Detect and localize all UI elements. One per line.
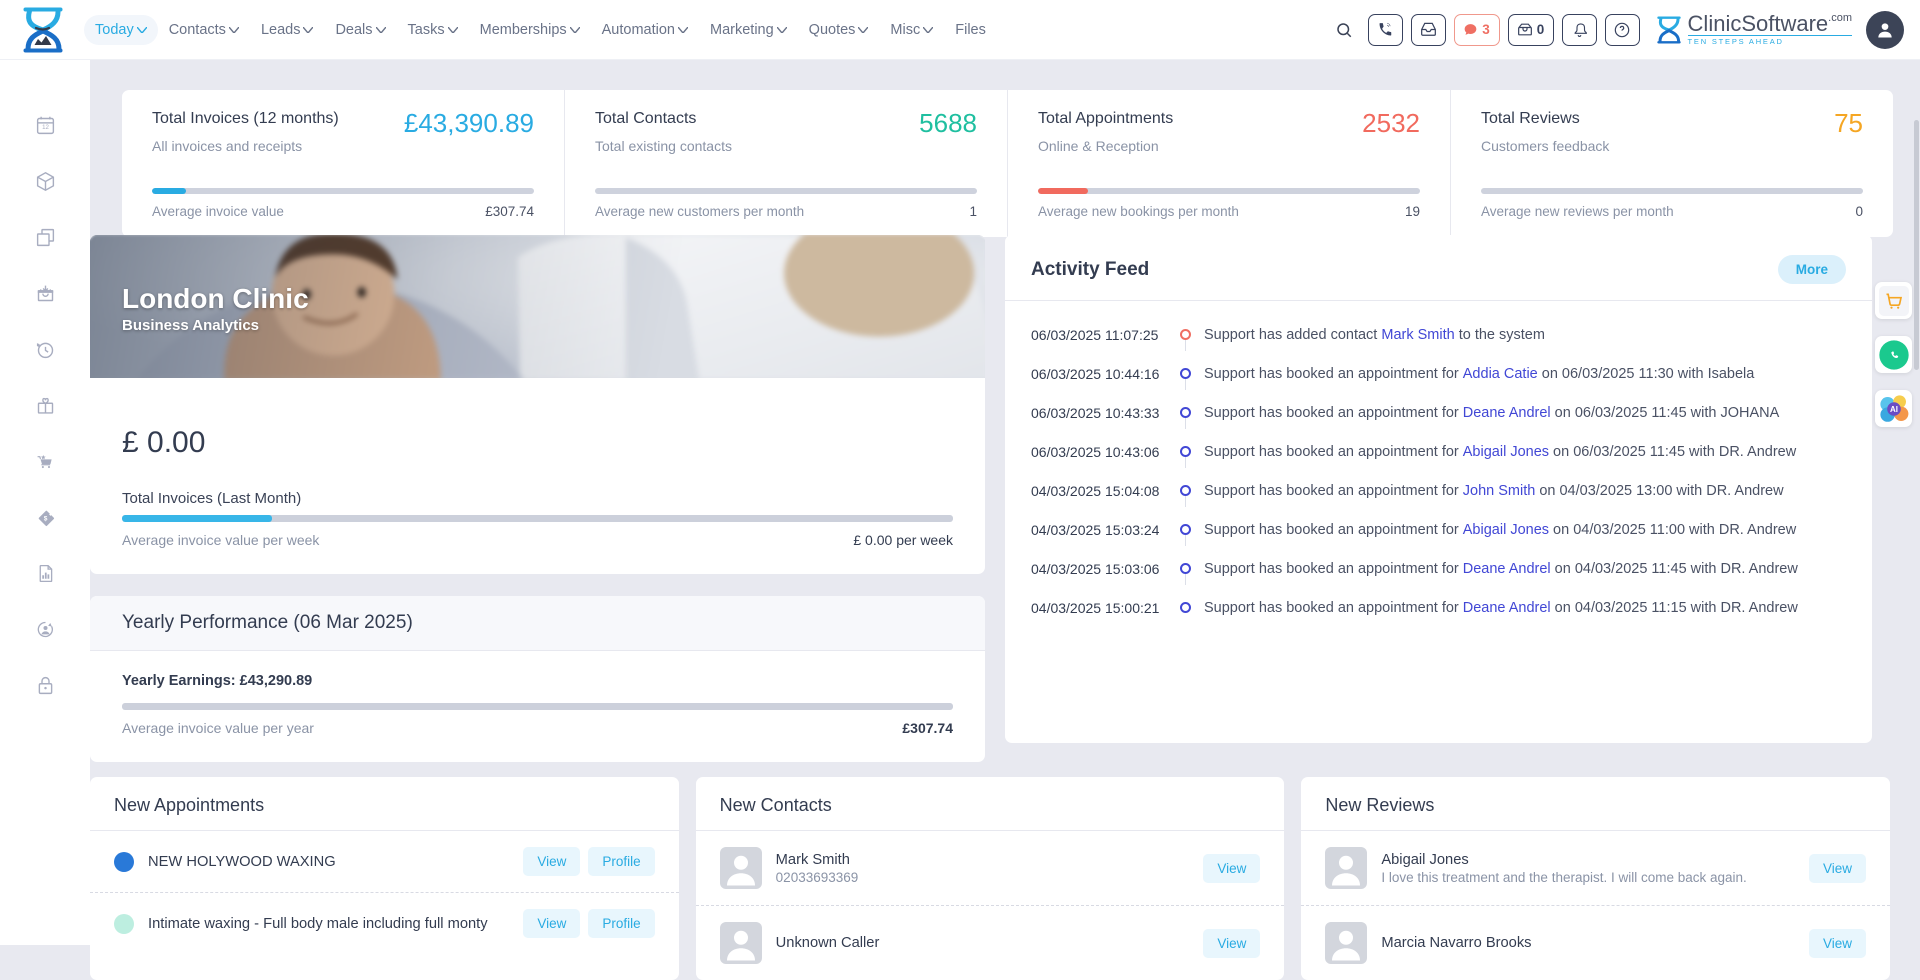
svg-text:AI: AI xyxy=(1890,405,1898,414)
svg-text:12: 12 xyxy=(42,124,49,131)
svg-text:$: $ xyxy=(43,516,47,523)
